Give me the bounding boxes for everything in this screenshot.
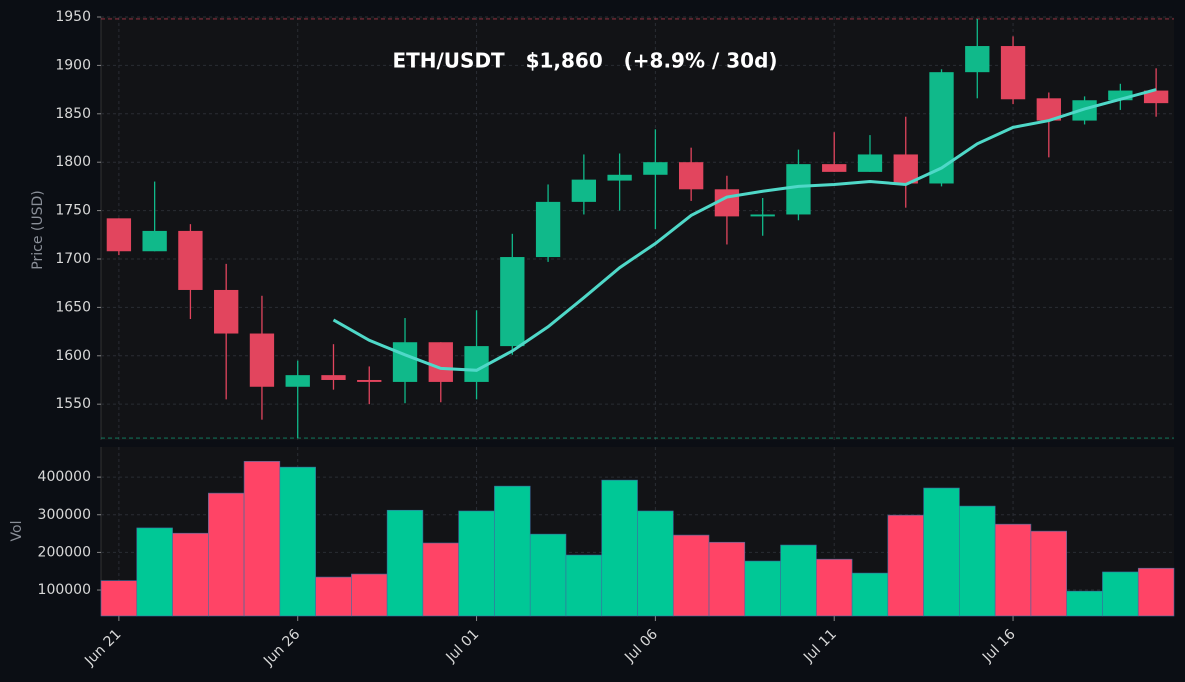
candle-body bbox=[1000, 46, 1026, 100]
y-tick-label: 200000 bbox=[38, 544, 91, 560]
volume-bar bbox=[386, 509, 424, 617]
chart-title: ETH/USDT $1,860 (+8.9% / 30d) bbox=[392, 49, 777, 73]
volume-bar bbox=[708, 541, 746, 617]
volume-bar bbox=[208, 492, 245, 617]
x-tick-label: Jul 16 bbox=[979, 626, 1019, 666]
candle-body bbox=[607, 174, 632, 181]
candle-body bbox=[249, 333, 275, 387]
candle-body bbox=[500, 257, 525, 347]
candle-body bbox=[786, 164, 811, 215]
y-tick-label: 1850 bbox=[55, 106, 91, 122]
y-tick-label: 300000 bbox=[38, 507, 91, 523]
volume-bar bbox=[351, 573, 388, 617]
y-tick-label: 1750 bbox=[55, 203, 91, 219]
x-tick-label: Jul 11 bbox=[800, 626, 840, 666]
candle-body bbox=[428, 342, 453, 382]
volume-bar bbox=[458, 510, 495, 617]
volume-bar bbox=[529, 533, 567, 617]
volume-bar bbox=[994, 523, 1032, 617]
volume-bar bbox=[565, 554, 603, 617]
volume-bar bbox=[816, 558, 853, 617]
volume-bar bbox=[172, 532, 209, 617]
candle-body bbox=[643, 162, 668, 175]
y-tick-label: 1950 bbox=[55, 9, 91, 25]
x-tick-label: Jul 01 bbox=[442, 626, 482, 666]
candle-body bbox=[750, 214, 775, 217]
volume-bar bbox=[672, 534, 710, 617]
y-tick-label: 1600 bbox=[55, 348, 91, 364]
y-tick-label: 400000 bbox=[38, 469, 91, 485]
candle-body bbox=[357, 379, 382, 382]
volume-bar bbox=[851, 572, 889, 617]
volume-bar bbox=[136, 527, 173, 617]
price-plot-area bbox=[101, 17, 1174, 440]
candle-body bbox=[965, 46, 990, 73]
y-axis-label: Price (USD) bbox=[30, 190, 46, 269]
y-tick-label: 1650 bbox=[55, 299, 91, 315]
volume-bar bbox=[959, 505, 996, 617]
candle-body bbox=[142, 230, 167, 252]
volume-bar bbox=[601, 479, 638, 617]
candle-body bbox=[893, 154, 918, 184]
candle-body bbox=[214, 289, 239, 334]
y-tick-label: 1550 bbox=[55, 396, 91, 412]
candle-body bbox=[1108, 90, 1133, 101]
candle-body bbox=[1143, 90, 1169, 104]
volume-bar bbox=[100, 580, 138, 617]
y-tick-label: 100000 bbox=[38, 582, 91, 598]
volume-bar bbox=[494, 485, 531, 617]
moving-average-line bbox=[332, 88, 1157, 372]
volume-bar bbox=[1030, 530, 1068, 617]
y-axis-label: Vol bbox=[9, 521, 25, 542]
candle-body bbox=[857, 154, 883, 172]
volume-bar bbox=[780, 544, 817, 617]
volume-bar bbox=[744, 560, 781, 617]
volume-bar bbox=[637, 510, 674, 617]
volume-bar bbox=[1102, 571, 1139, 617]
candle-body bbox=[464, 346, 489, 382]
x-tick-label: Jun 26 bbox=[260, 626, 303, 669]
y-tick-label: 1800 bbox=[55, 154, 91, 170]
volume-bar bbox=[1066, 590, 1103, 617]
candle-body bbox=[285, 375, 310, 387]
candle-body bbox=[392, 342, 418, 382]
volume-bar bbox=[1137, 567, 1175, 617]
volume-bar bbox=[243, 461, 281, 617]
y-tick-label: 1700 bbox=[55, 251, 91, 267]
volume-bar bbox=[315, 576, 352, 617]
candle-body bbox=[535, 201, 561, 258]
candle-body bbox=[678, 162, 704, 190]
candle-body bbox=[929, 72, 954, 184]
x-tick-label: Jun 21 bbox=[81, 626, 124, 669]
candle-body bbox=[1036, 98, 1061, 121]
volume-bar bbox=[923, 487, 960, 617]
candle-body bbox=[106, 218, 132, 252]
volume-bar bbox=[887, 514, 924, 617]
x-tick-label: Jul 06 bbox=[621, 626, 661, 666]
candle-body bbox=[822, 164, 847, 172]
candle-body bbox=[321, 375, 346, 380]
volume-bar bbox=[279, 466, 316, 617]
y-tick-label: 1900 bbox=[55, 57, 91, 73]
candle-body bbox=[571, 179, 597, 202]
volume-bar bbox=[422, 542, 459, 617]
candle-body bbox=[178, 230, 203, 290]
